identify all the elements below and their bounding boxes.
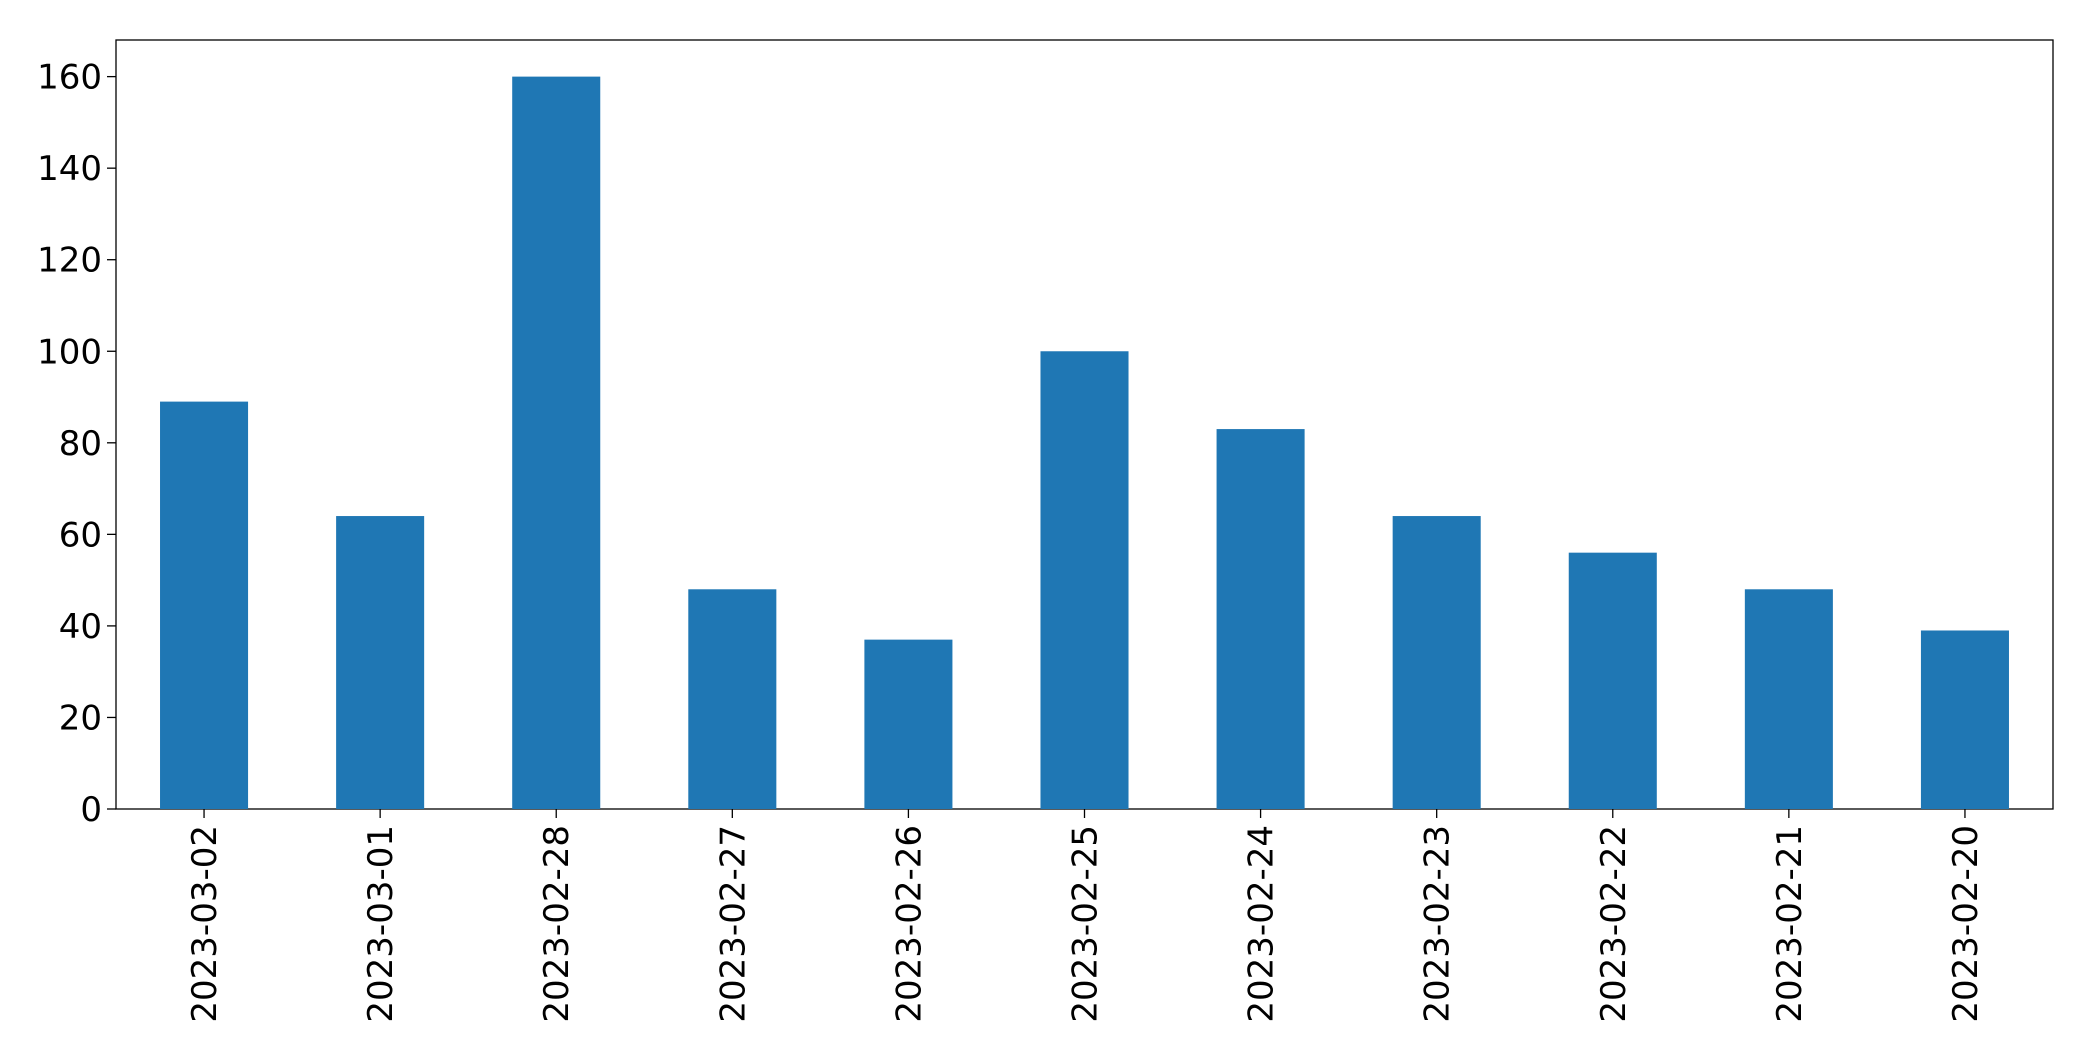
bar <box>1920 630 2009 809</box>
bar <box>1216 429 1305 809</box>
bar <box>160 401 249 809</box>
y-tick-label: 40 <box>59 607 102 647</box>
y-tick-label: 20 <box>59 698 102 738</box>
x-tick-label: 2023-02-27 <box>713 825 753 1023</box>
x-tick-label: 2023-03-02 <box>185 825 225 1023</box>
x-tick-label: 2023-02-24 <box>1242 825 1282 1023</box>
bar <box>336 516 425 809</box>
x-tick-label: 2023-02-23 <box>1418 825 1458 1023</box>
x-tick-label: 2023-02-28 <box>537 825 577 1023</box>
bar <box>688 589 777 809</box>
y-tick-label: 120 <box>37 241 102 281</box>
y-tick-label: 80 <box>59 424 102 464</box>
x-tick-label: 2023-02-20 <box>1946 825 1986 1023</box>
y-tick-label: 60 <box>59 515 102 555</box>
bar <box>1744 589 1833 809</box>
x-tick-label: 2023-02-22 <box>1594 825 1634 1023</box>
y-tick-label: 160 <box>37 58 102 98</box>
bar <box>1392 516 1481 809</box>
bar <box>864 639 953 809</box>
x-tick-label: 2023-02-26 <box>889 825 929 1023</box>
x-tick-label: 2023-02-25 <box>1066 825 1106 1023</box>
x-tick-label: 2023-02-21 <box>1770 825 1810 1023</box>
bar <box>512 76 601 810</box>
bar <box>1040 351 1129 809</box>
y-tick-label: 0 <box>80 790 102 830</box>
y-tick-label: 100 <box>37 332 102 372</box>
y-tick-label: 140 <box>37 149 102 189</box>
bar <box>1568 552 1657 809</box>
x-tick-label: 2023-03-01 <box>361 825 401 1023</box>
